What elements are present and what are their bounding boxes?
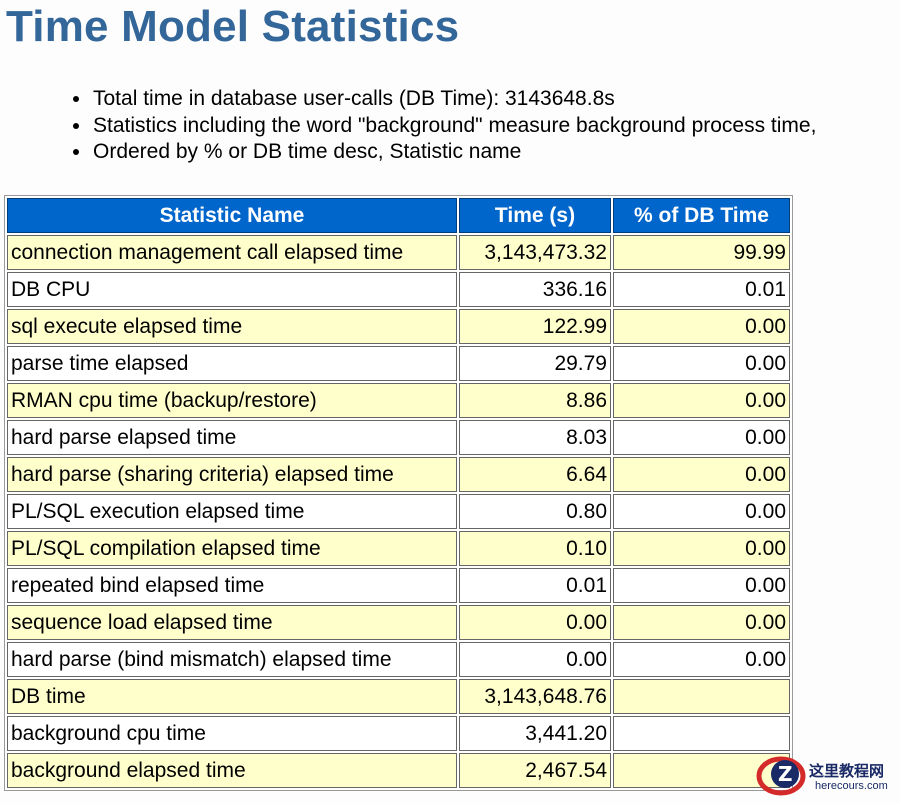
time-cell: 2,467.54 <box>459 753 611 788</box>
statistic-name-cell: sql execute elapsed time <box>7 309 457 344</box>
statistic-name-cell: connection management call elapsed time <box>7 235 457 270</box>
watermark-logo-icon: Z <box>756 756 806 796</box>
pct-cell <box>613 679 790 714</box>
pct-cell: 0.00 <box>613 309 790 344</box>
pct-cell: 0.00 <box>613 531 790 566</box>
watermark: Z 这里教程网 herecours.com <box>755 750 900 798</box>
table-row: sql execute elapsed time 122.99 0.00 <box>7 309 790 344</box>
note-item: Ordered by % or DB time desc, Statistic … <box>92 139 816 166</box>
table-header-row: Statistic Name Time (s) % of DB Time <box>7 198 790 233</box>
page-title: Time Model Statistics <box>6 2 460 51</box>
table-row: hard parse (bind mismatch) elapsed time … <box>7 642 790 677</box>
time-model-table: Statistic Name Time (s) % of DB Time con… <box>5 196 792 790</box>
table-row: RMAN cpu time (backup/restore) 8.86 0.00 <box>7 383 790 418</box>
statistic-name-cell: repeated bind elapsed time <box>7 568 457 603</box>
statistic-name-cell: hard parse elapsed time <box>7 420 457 455</box>
statistic-name-cell: sequence load elapsed time <box>7 605 457 640</box>
time-cell: 122.99 <box>459 309 611 344</box>
table-row: PL/SQL compilation elapsed time 0.10 0.0… <box>7 531 790 566</box>
pct-cell: 0.00 <box>613 568 790 603</box>
time-cell: 336.16 <box>459 272 611 307</box>
table-row: connection management call elapsed time … <box>7 235 790 270</box>
column-header-time: Time (s) <box>459 198 611 233</box>
table-row: sequence load elapsed time 0.00 0.00 <box>7 605 790 640</box>
time-cell: 8.03 <box>459 420 611 455</box>
watermark-text: 这里教程网 <box>809 762 885 780</box>
column-header-pct-db-time: % of DB Time <box>613 198 790 233</box>
pct-cell: 0.00 <box>613 457 790 492</box>
statistic-name-cell: background elapsed time <box>7 753 457 788</box>
pct-cell: 0.00 <box>613 605 790 640</box>
table-row: DB time 3,143,648.76 <box>7 679 790 714</box>
time-model-table-frame: Statistic Name Time (s) % of DB Time con… <box>4 195 793 791</box>
statistic-name-cell: hard parse (bind mismatch) elapsed time <box>7 642 457 677</box>
table-row: repeated bind elapsed time 0.01 0.00 <box>7 568 790 603</box>
pct-cell: 0.01 <box>613 272 790 307</box>
time-cell: 0.01 <box>459 568 611 603</box>
statistic-name-cell: DB time <box>7 679 457 714</box>
time-cell: 0.00 <box>459 605 611 640</box>
note-item: Total time in database user-calls (DB Ti… <box>92 86 816 113</box>
statistic-name-cell: PL/SQL compilation elapsed time <box>7 531 457 566</box>
table-row: background elapsed time 2,467.54 <box>7 753 790 788</box>
time-cell: 6.64 <box>459 457 611 492</box>
time-cell: 3,441.20 <box>459 716 611 751</box>
pct-cell: 0.00 <box>613 346 790 381</box>
pct-cell: 99.99 <box>613 235 790 270</box>
statistic-name-cell: RMAN cpu time (backup/restore) <box>7 383 457 418</box>
svg-text:Z: Z <box>778 762 793 786</box>
statistic-name-cell: DB CPU <box>7 272 457 307</box>
table-row: background cpu time 3,441.20 <box>7 716 790 751</box>
time-cell: 8.86 <box>459 383 611 418</box>
statistic-name-cell: PL/SQL execution elapsed time <box>7 494 457 529</box>
table-row: hard parse elapsed time 8.03 0.00 <box>7 420 790 455</box>
pct-cell: 0.00 <box>613 383 790 418</box>
statistic-name-cell: hard parse (sharing criteria) elapsed ti… <box>7 457 457 492</box>
note-item: Statistics including the word "backgroun… <box>92 113 816 140</box>
pct-cell: 0.00 <box>613 642 790 677</box>
statistic-name-cell: background cpu time <box>7 716 457 751</box>
time-cell: 3,143,648.76 <box>459 679 611 714</box>
time-cell: 0.10 <box>459 531 611 566</box>
table-row: parse time elapsed 29.79 0.00 <box>7 346 790 381</box>
watermark-url: herecours.com <box>815 780 888 792</box>
table-row: hard parse (sharing criteria) elapsed ti… <box>7 457 790 492</box>
notes-list: Total time in database user-calls (DB Ti… <box>60 86 816 166</box>
column-header-statistic-name: Statistic Name <box>7 198 457 233</box>
time-cell: 3,143,473.32 <box>459 235 611 270</box>
time-cell: 0.80 <box>459 494 611 529</box>
pct-cell: 0.00 <box>613 420 790 455</box>
time-cell: 0.00 <box>459 642 611 677</box>
table-row: PL/SQL execution elapsed time 0.80 0.00 <box>7 494 790 529</box>
statistic-name-cell: parse time elapsed <box>7 346 457 381</box>
time-cell: 29.79 <box>459 346 611 381</box>
pct-cell: 0.00 <box>613 494 790 529</box>
table-body: connection management call elapsed time … <box>7 235 790 788</box>
table-row: DB CPU 336.16 0.01 <box>7 272 790 307</box>
pct-cell <box>613 716 790 751</box>
